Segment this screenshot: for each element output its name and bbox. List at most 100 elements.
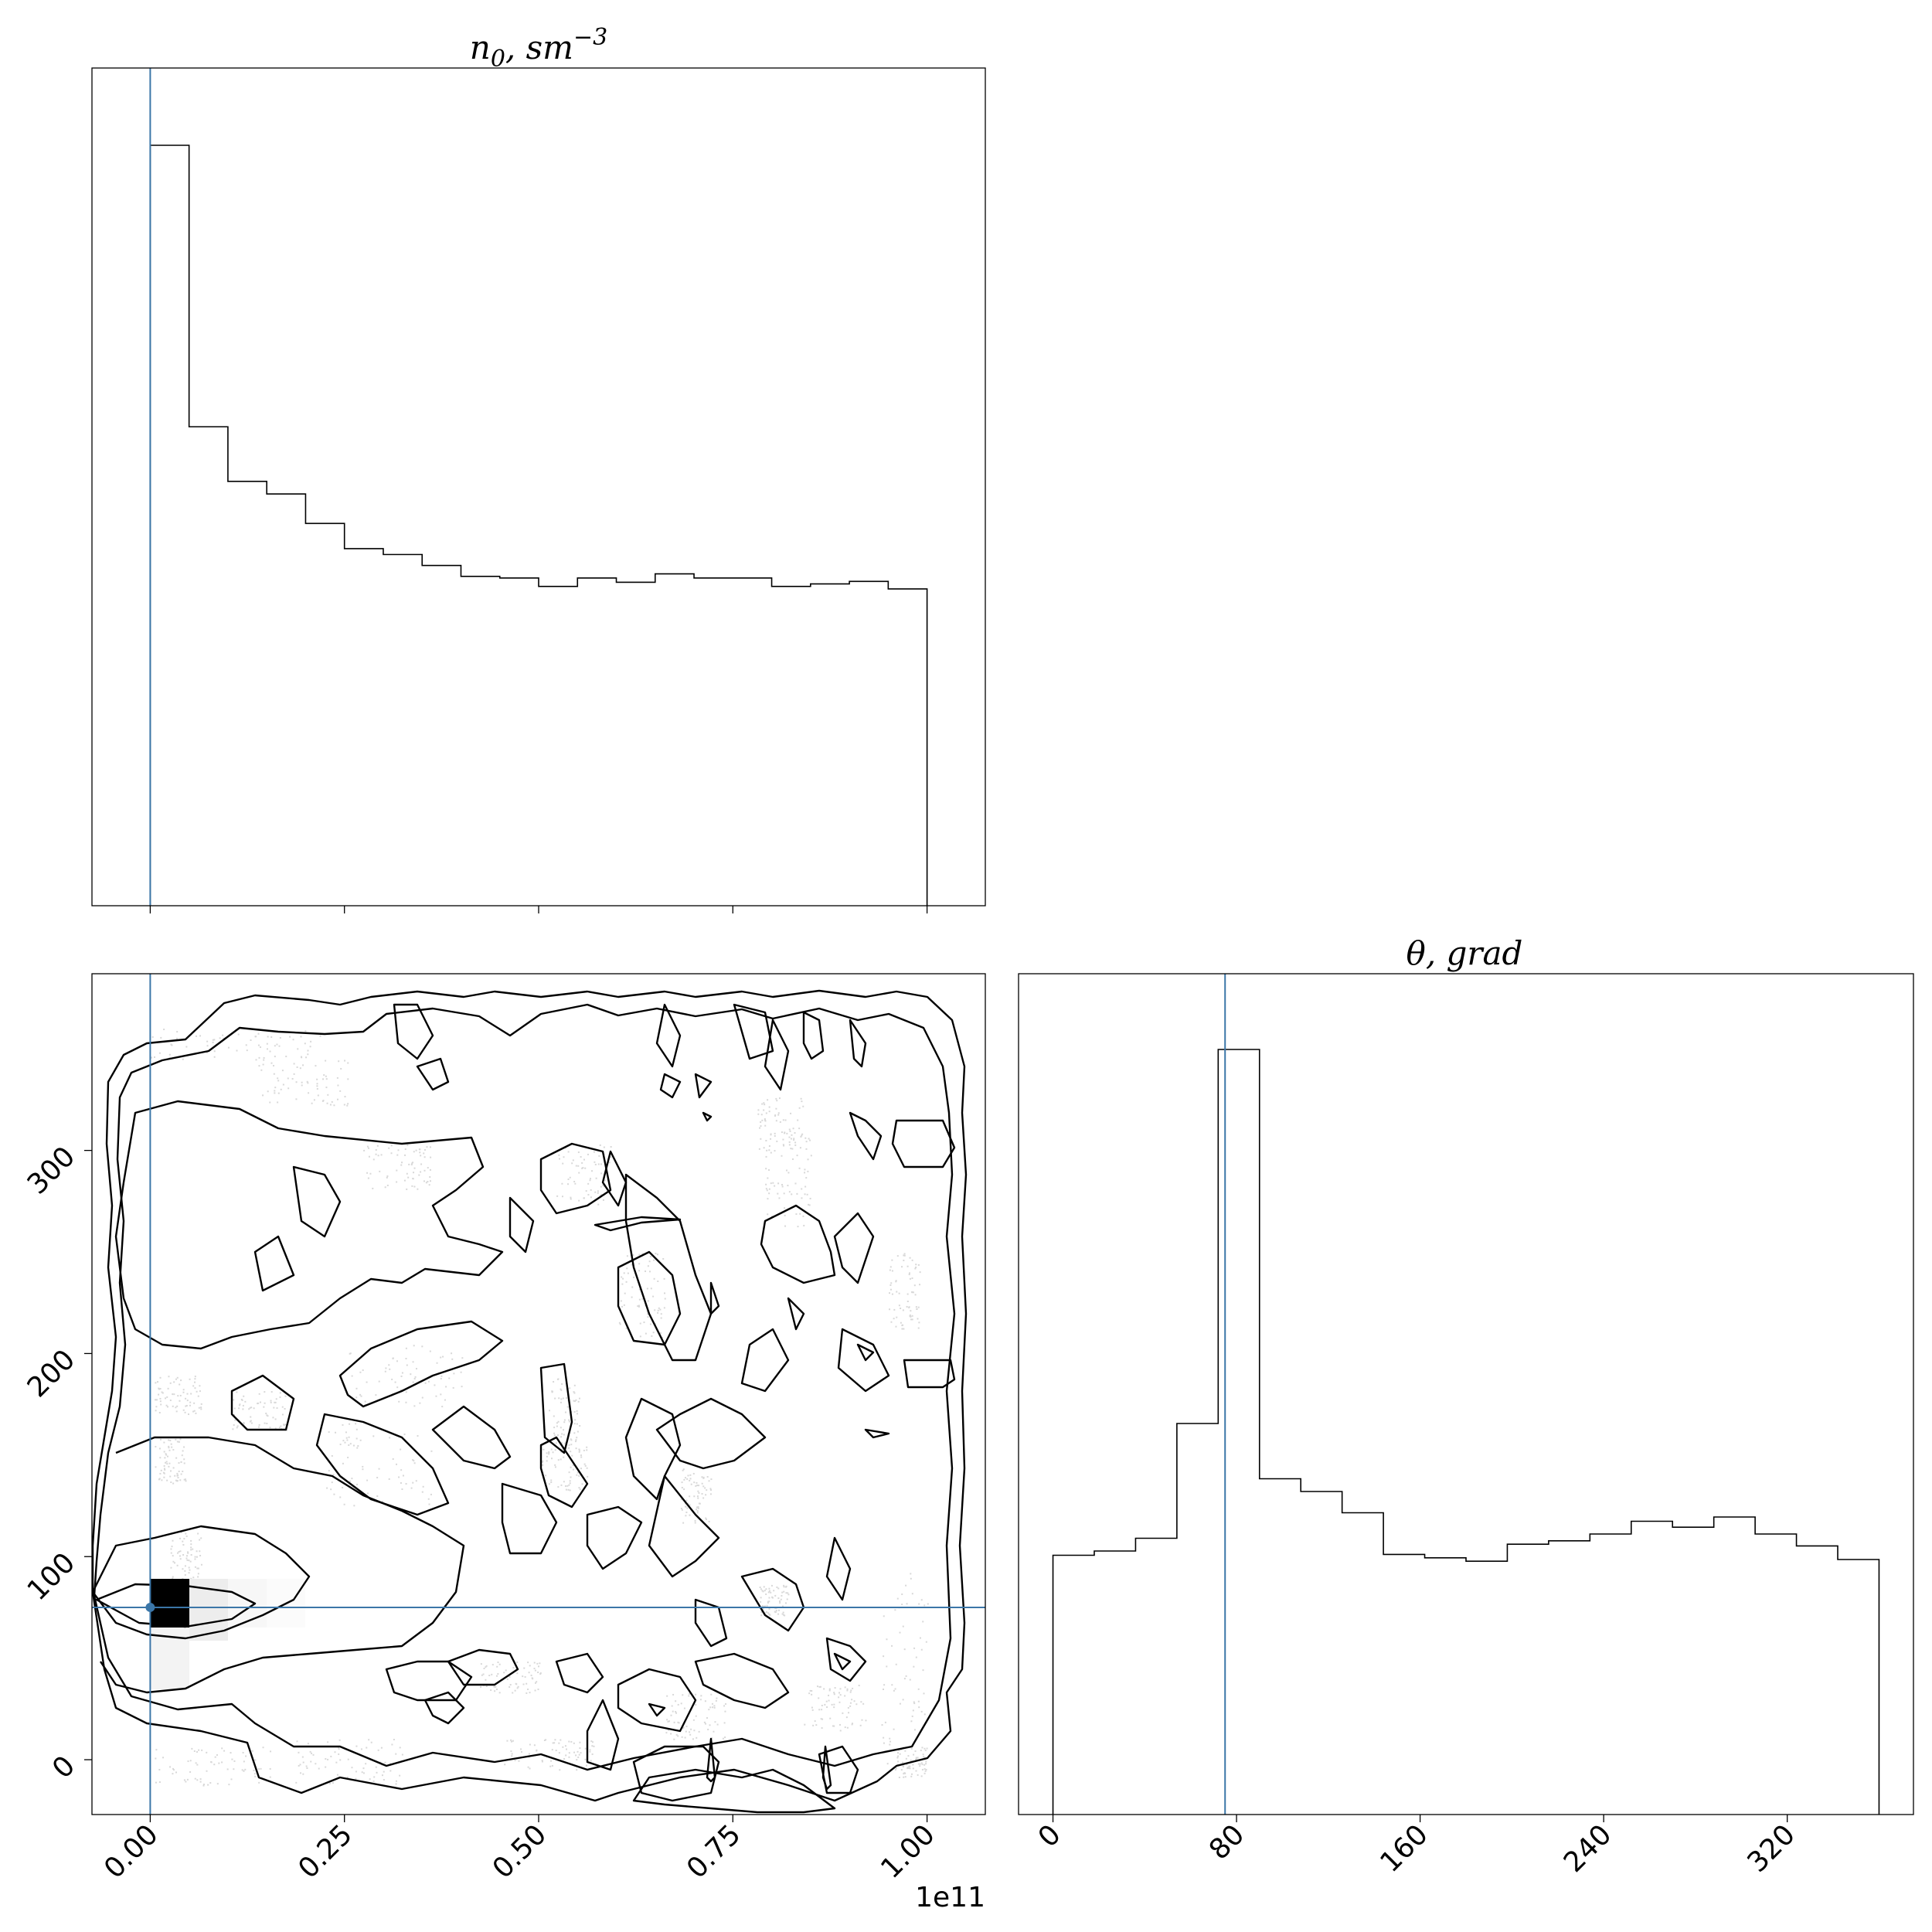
- sample-speck: [418, 1174, 420, 1176]
- sample-speck: [832, 1725, 834, 1727]
- sample-speck: [195, 1412, 197, 1414]
- sample-speck: [378, 1380, 380, 1383]
- sample-speck: [570, 1438, 572, 1440]
- sample-speck: [775, 1097, 777, 1100]
- sample-speck: [564, 1442, 566, 1444]
- sample-speck: [167, 1455, 169, 1458]
- sample-speck: [774, 1594, 777, 1597]
- sample-speck: [560, 1484, 563, 1486]
- sample-speck: [533, 1662, 536, 1664]
- sample-speck: [794, 1182, 797, 1185]
- sample-speck: [889, 1269, 891, 1271]
- contour-island: [315, 1413, 450, 1516]
- sample-speck: [638, 1305, 640, 1308]
- sample-speck: [790, 1112, 792, 1114]
- sample-speck: [269, 1767, 271, 1770]
- sample-speck: [421, 1345, 423, 1348]
- sample-speck: [197, 1532, 199, 1535]
- sample-speck: [420, 1163, 423, 1165]
- sample-speck: [511, 1755, 513, 1757]
- sample-speck: [180, 1379, 182, 1382]
- sample-speck: [910, 1747, 913, 1750]
- sample-speck: [429, 1180, 431, 1182]
- sample-speck: [705, 1519, 707, 1521]
- sample-speck: [697, 1490, 699, 1492]
- sample-speck: [900, 1321, 902, 1324]
- sample-speck: [770, 1151, 772, 1154]
- sample-speck: [838, 1701, 841, 1703]
- sample-speck: [563, 1757, 566, 1760]
- sample-speck: [164, 1457, 166, 1459]
- sample-speck: [904, 1750, 906, 1752]
- sample-speck: [647, 1300, 649, 1302]
- sample-speck: [541, 1461, 543, 1463]
- sample-speck: [860, 1701, 862, 1703]
- sample-speck: [682, 1469, 684, 1471]
- sample-speck: [912, 1764, 914, 1766]
- sample-speck: [657, 1311, 659, 1314]
- sample-speck: [196, 1567, 199, 1570]
- sample-speck: [911, 1315, 913, 1317]
- sample-speck: [415, 1368, 417, 1370]
- contour-island: [393, 1003, 434, 1060]
- sample-speck: [563, 1421, 566, 1423]
- sample-speck: [187, 1552, 189, 1554]
- sample-speck: [386, 1184, 389, 1186]
- sample-speck: [280, 1425, 282, 1427]
- sample-speck: [428, 1184, 430, 1186]
- sample-speck: [670, 1733, 672, 1735]
- x-tick-label: 0.00: [98, 1818, 165, 1885]
- sample-speck: [163, 1029, 165, 1031]
- sample-speck: [360, 1748, 362, 1750]
- sample-speck: [908, 1272, 910, 1274]
- sample-speck: [512, 1666, 515, 1668]
- sample-speck: [182, 1540, 184, 1543]
- sample-speck: [250, 1422, 253, 1424]
- contour-island: [648, 1702, 666, 1717]
- sample-speck: [158, 1769, 161, 1771]
- sample-speck: [566, 1396, 568, 1399]
- sample-speck: [277, 1080, 280, 1082]
- sample-speck: [442, 1355, 444, 1358]
- sample-speck: [516, 1662, 519, 1664]
- sample-speck: [562, 1162, 564, 1165]
- contour-island: [709, 1281, 720, 1315]
- sample-speck: [909, 1767, 911, 1770]
- sample-speck: [675, 1733, 678, 1736]
- sample-speck: [177, 1552, 179, 1554]
- sample-speck: [287, 1077, 289, 1080]
- sample-speck: [898, 1749, 900, 1751]
- sample-speck: [423, 1180, 425, 1182]
- sample-speck: [171, 1546, 173, 1548]
- sample-speck: [550, 1479, 553, 1481]
- sample-speck: [711, 1702, 713, 1705]
- sample-speck: [182, 1577, 184, 1580]
- sample-speck: [265, 1412, 267, 1414]
- sample-speck: [764, 1124, 767, 1127]
- sample-speck: [913, 1702, 916, 1705]
- sample-speck: [241, 1769, 243, 1771]
- sample-speck: [249, 1406, 251, 1409]
- sample-speck: [240, 1398, 243, 1400]
- sample-speck: [925, 1641, 927, 1643]
- sample-speck: [801, 1134, 803, 1137]
- sample-speck: [506, 1678, 509, 1680]
- sample-speck: [770, 1182, 772, 1185]
- sample-speck: [791, 1134, 793, 1136]
- sample-speck: [346, 1104, 349, 1107]
- sample-speck: [915, 1770, 917, 1772]
- sample-speck: [693, 1495, 696, 1498]
- sample-speck: [698, 1485, 700, 1487]
- sample-speck: [185, 1781, 187, 1783]
- sample-speck: [774, 1132, 776, 1134]
- sample-speck: [168, 1439, 170, 1441]
- sample-speck: [687, 1502, 689, 1505]
- sample-speck: [187, 1413, 189, 1416]
- sample-speck: [355, 1423, 357, 1425]
- sample-speck: [925, 1760, 927, 1763]
- sample-speck: [310, 1752, 312, 1754]
- sample-speck: [389, 1368, 391, 1370]
- sample-speck: [702, 1485, 705, 1488]
- sample-speck: [392, 1458, 394, 1461]
- sample-speck: [316, 1087, 318, 1090]
